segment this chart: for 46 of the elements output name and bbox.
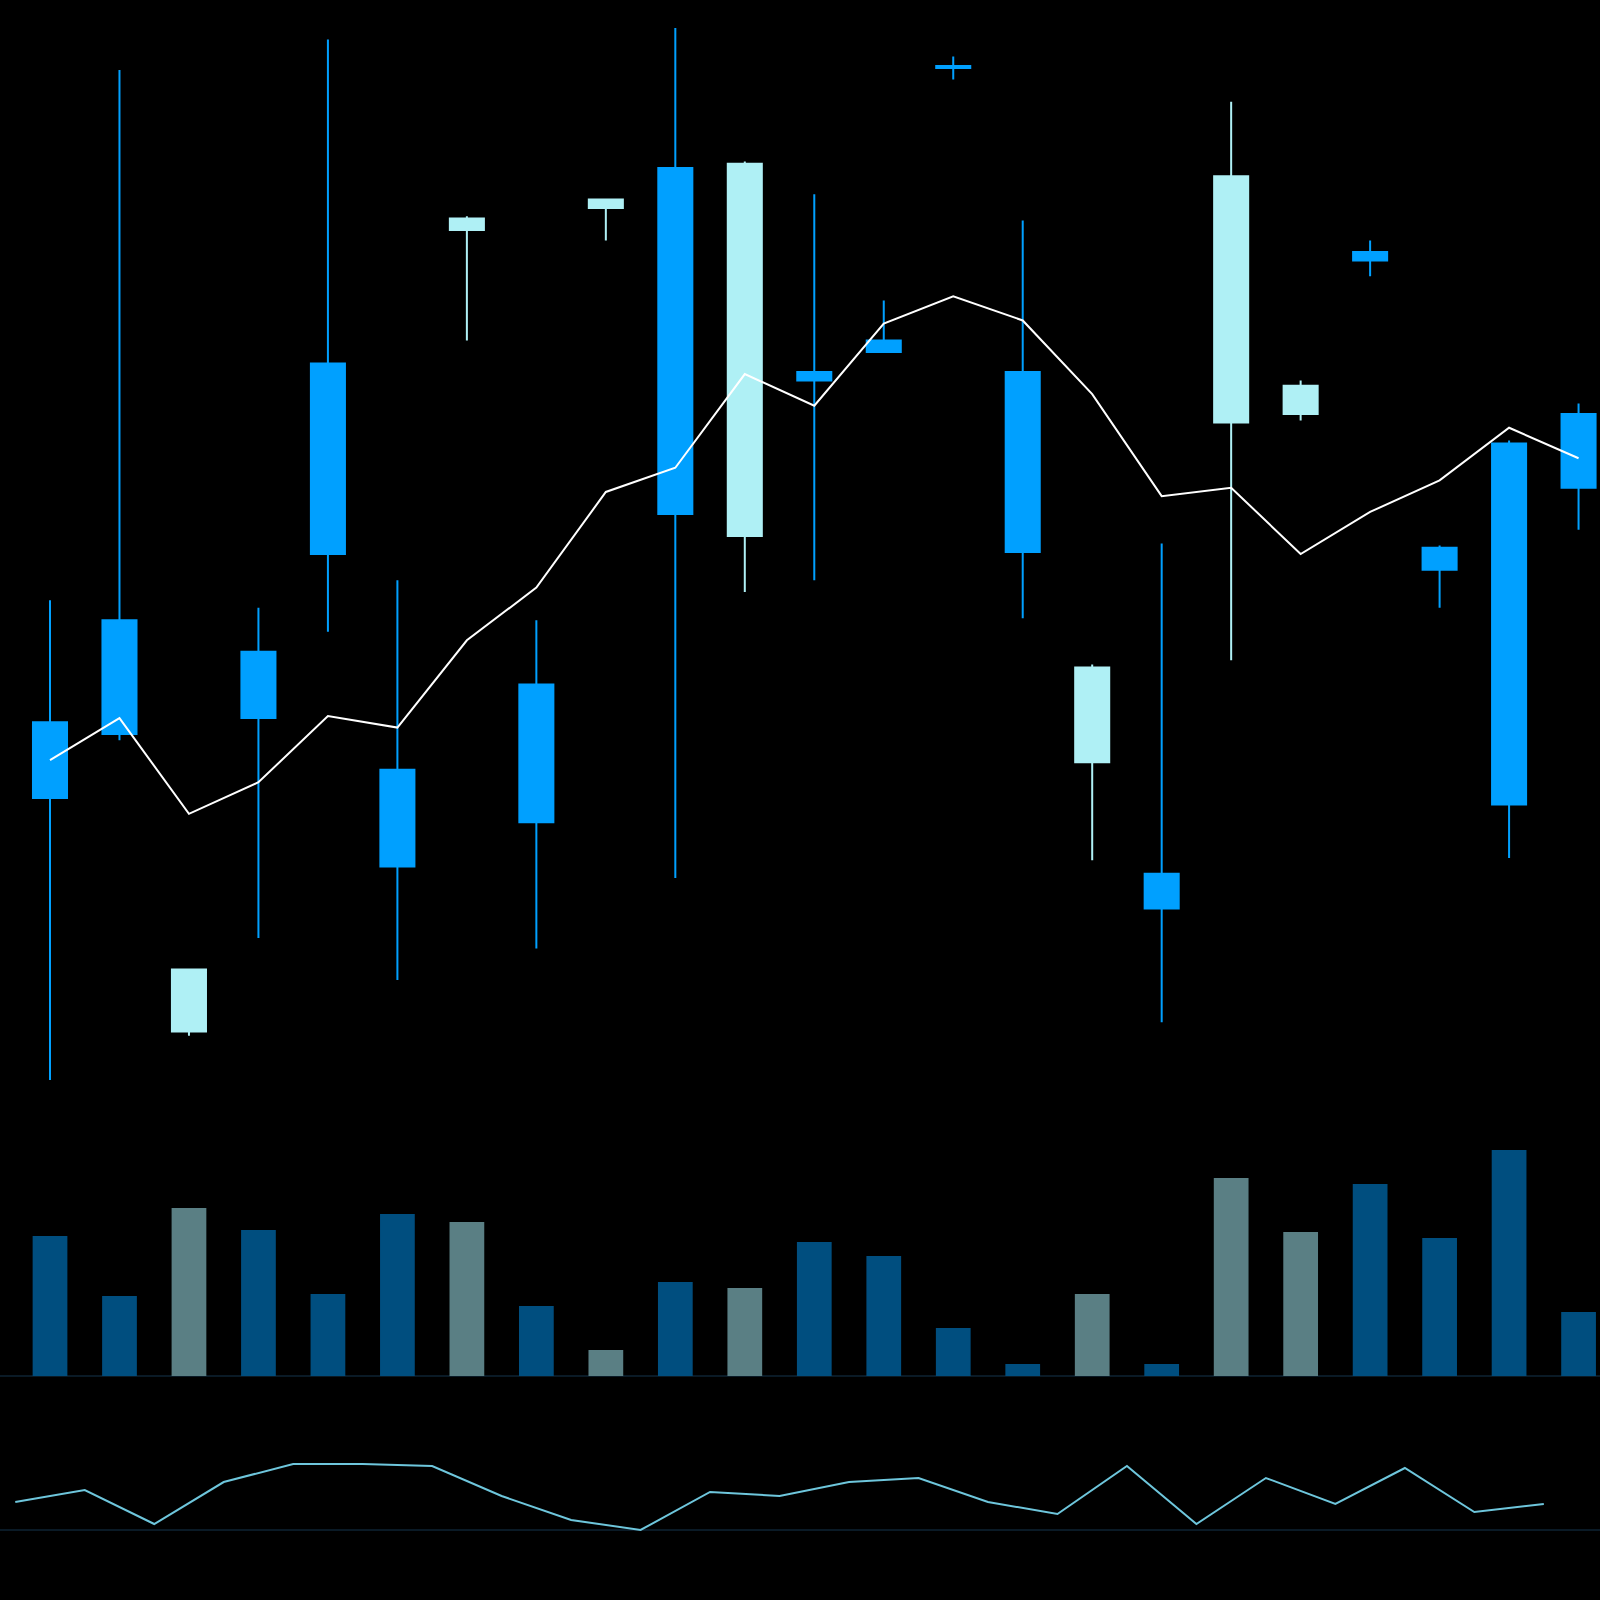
candlestick: [1421, 544, 1458, 609]
candlestick: [309, 38, 346, 633]
bar: [32, 1236, 68, 1376]
candlestick: [935, 55, 972, 81]
bar: [657, 1281, 693, 1376]
candlestick: [31, 599, 69, 1081]
candlestick: [448, 215, 485, 342]
bar: [796, 1241, 832, 1376]
candlestick: [1143, 542, 1180, 1024]
candlestick: [796, 193, 833, 582]
candlestick: [101, 69, 138, 742]
bar: [449, 1222, 485, 1376]
candlestick: [1282, 379, 1319, 422]
candlestick: [657, 27, 694, 880]
candlestick: [1491, 439, 1528, 860]
candlestick: [587, 197, 624, 242]
bar: [380, 1213, 415, 1376]
bar: [102, 1296, 137, 1376]
bar: [1144, 1364, 1180, 1376]
bar: [1283, 1232, 1319, 1376]
bar: [171, 1208, 207, 1376]
bar: [1352, 1183, 1388, 1376]
candlestick: [170, 967, 207, 1037]
bar: [1074, 1293, 1110, 1376]
bar: [310, 1293, 346, 1376]
candlestick: [1560, 402, 1597, 531]
bar: [1491, 1150, 1527, 1376]
candlestick: [379, 579, 416, 982]
candlestick: [1213, 100, 1250, 662]
bar: [1561, 1312, 1596, 1376]
candlestick: [518, 619, 555, 950]
bar: [241, 1230, 276, 1376]
bar: [866, 1256, 902, 1376]
bar: [519, 1305, 554, 1376]
candlestick: [240, 606, 277, 939]
bar: [1213, 1178, 1249, 1376]
bar: [588, 1350, 624, 1376]
candlestick: [865, 299, 902, 354]
bar: [727, 1288, 763, 1376]
bar: [935, 1328, 971, 1376]
candlestick: [726, 160, 763, 593]
candlestick: [1004, 219, 1041, 620]
candlestick: [1074, 663, 1111, 862]
candlestick: [1352, 239, 1389, 278]
bar: [1005, 1364, 1041, 1376]
bar: [1422, 1237, 1457, 1376]
